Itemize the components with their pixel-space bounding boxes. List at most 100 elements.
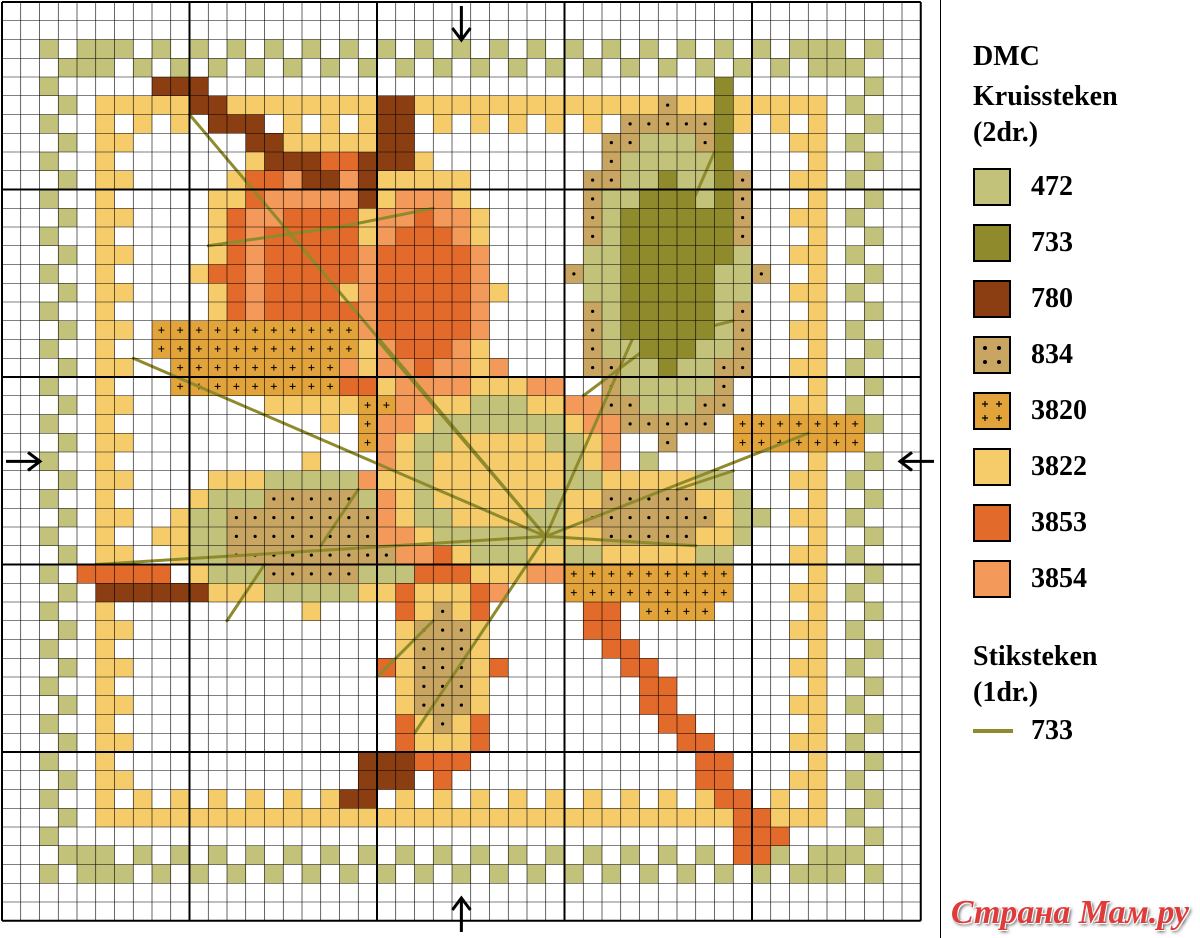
stitch-3822 (358, 133, 377, 152)
stitch-symbol-dot (459, 647, 463, 651)
stitch-3822 (789, 320, 809, 340)
stitch-3822 (433, 470, 452, 490)
stitch-472 (58, 845, 77, 865)
stitch-symbol-dot (647, 422, 651, 426)
stitch-symbol-plus (327, 345, 334, 352)
stitch-472 (639, 452, 659, 471)
stitch-3822 (283, 808, 302, 827)
stitch-733 (639, 208, 659, 227)
stitch-472 (845, 695, 865, 715)
stitch-symbol-dot (609, 366, 613, 370)
backstitch-vein (413, 534, 548, 735)
stitch-3822 (170, 527, 190, 546)
stitch-3822 (489, 95, 509, 115)
stitch-3854 (452, 358, 471, 377)
stitch-472 (714, 39, 734, 59)
stitch-733 (677, 264, 696, 284)
stitch-472 (95, 864, 115, 884)
stitch-3822 (583, 808, 602, 827)
stitch-symbol-dot (591, 197, 595, 201)
stitch-3822 (264, 95, 284, 115)
stitch-3853 (452, 264, 471, 284)
stitch-472 (58, 245, 77, 265)
stitch-3853 (208, 264, 227, 284)
stitch-472 (808, 58, 827, 77)
stitch-472 (358, 564, 377, 584)
stitch-472 (339, 39, 359, 59)
stitch-472 (208, 545, 227, 565)
stitch-472 (733, 245, 752, 265)
stitch-symbol-dot (741, 234, 745, 238)
stitch-symbol-dot (741, 347, 745, 351)
stitch-472 (545, 845, 565, 865)
stitch-472 (302, 583, 321, 602)
stitch-3822 (170, 789, 190, 809)
stitch-780 (377, 95, 396, 115)
stitch-733 (695, 264, 715, 284)
stitch-3822 (452, 395, 471, 415)
stitch-3822 (395, 808, 415, 827)
stitch-472 (864, 639, 884, 659)
stitch-3853 (339, 208, 359, 227)
stitch-3854 (245, 245, 265, 265)
stitch-733 (677, 339, 696, 359)
stitch-symbol-dot (703, 141, 707, 145)
stitch-3822 (808, 189, 827, 209)
stitch-3822 (302, 808, 321, 827)
stitch-3822 (564, 808, 584, 827)
stitch-3822 (658, 470, 677, 490)
stitch-472 (864, 339, 884, 359)
stitch-472 (545, 414, 565, 434)
stitch-472 (283, 583, 302, 602)
stitch-3822 (245, 95, 265, 115)
stitch-472 (733, 527, 752, 546)
stitch-3822 (714, 489, 734, 509)
stitch-472 (808, 845, 827, 865)
stitch-472 (752, 864, 771, 884)
stitch-472 (695, 377, 715, 396)
stitch-472 (545, 58, 565, 77)
stitch-472 (527, 508, 546, 527)
stitch-472 (470, 395, 490, 415)
stitch-3822 (208, 789, 227, 809)
stitch-472 (658, 152, 677, 171)
stitch-3822 (114, 620, 134, 640)
stitch-472 (620, 170, 640, 190)
stitch-3853 (414, 283, 434, 302)
stitch-3822 (808, 714, 827, 734)
color-code-834: 834 (1031, 339, 1073, 370)
stitch-symbol-plus (758, 420, 765, 427)
stitch-symbol-plus (270, 364, 277, 371)
stitch-780 (245, 133, 265, 152)
stitch-symbol-dot (328, 497, 332, 501)
stitch-472 (677, 170, 696, 190)
stitch-472 (489, 395, 509, 415)
stitch-3822 (170, 114, 190, 134)
stitch-733 (620, 245, 640, 265)
stitch-3822 (95, 620, 115, 640)
stitch-symbol-plus (702, 608, 709, 615)
stitch-3822 (808, 733, 827, 752)
stitch-3822 (789, 133, 809, 152)
stitch-472 (602, 864, 621, 884)
stitch-780 (395, 114, 415, 134)
stitch-3822 (545, 789, 565, 809)
stitch-3822 (95, 245, 115, 265)
stitch-472 (170, 58, 190, 77)
stitch-3822 (639, 808, 659, 827)
stitch-472 (545, 433, 565, 452)
stitch-3822 (789, 170, 809, 190)
stitch-3822 (620, 95, 640, 115)
stitch-3853 (433, 227, 452, 246)
stitch-3822 (208, 470, 227, 490)
stitch-472 (189, 545, 209, 565)
stitch-3822 (95, 602, 115, 621)
stitch-472 (58, 733, 77, 752)
stitch-472 (733, 283, 752, 302)
stitch-symbol-dot (741, 197, 745, 201)
stitch-3822 (789, 283, 809, 302)
stitch-3822 (395, 695, 415, 715)
stitch-472 (583, 58, 602, 77)
stitch-472 (414, 433, 434, 452)
stitch-symbol-plus (233, 327, 240, 334)
